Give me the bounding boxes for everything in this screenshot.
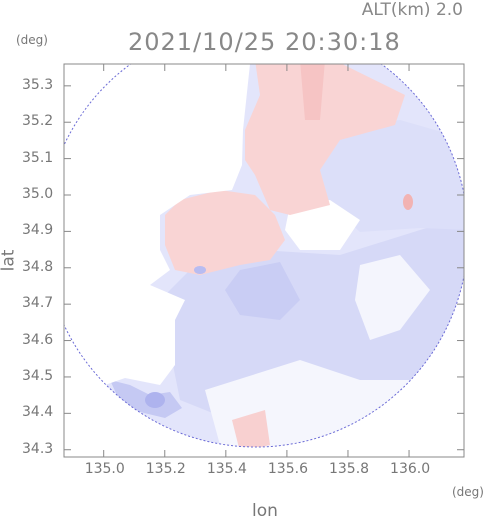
- y-tick-label: 34.7: [22, 295, 54, 312]
- x-axis-title: lon: [252, 501, 278, 521]
- y-axis-title: lat: [0, 249, 19, 272]
- y-tick-label: 34.6: [22, 331, 54, 348]
- altitude-label: ALT(km) 2.0: [361, 0, 463, 20]
- y-tick-label: 34.8: [22, 258, 54, 275]
- no-data-mask-southwest: [64, 385, 175, 457]
- y-tick-label: 34.5: [22, 367, 54, 384]
- velocity-field-positive-west: [165, 190, 285, 275]
- velocity-spot-positive: [403, 194, 413, 210]
- radar-range-ring: [64, 64, 464, 448]
- velocity-streak-positive: [300, 64, 325, 120]
- no-echo-region-east: [355, 255, 430, 340]
- timestamp-title: 2021/10/25 20:30:18: [128, 28, 401, 56]
- velocity-patch-positive-south: [232, 410, 270, 447]
- x-tick-label: 135.6: [267, 461, 308, 477]
- y-tick-label: 34.4: [22, 404, 54, 421]
- plot-frame: [63, 63, 465, 458]
- x-tick-label: 135.0: [84, 461, 125, 477]
- x-tick-label: 135.2: [145, 461, 186, 477]
- x-tick-label: 136.0: [390, 461, 431, 477]
- velocity-field-negative-ne: [320, 120, 464, 232]
- no-echo-region: [285, 200, 360, 250]
- lon-unit-label: (deg): [452, 485, 484, 499]
- lat-unit-label: (deg): [16, 33, 48, 47]
- y-tick-label: 35.1: [22, 149, 54, 166]
- no-data-mask-west: [64, 64, 250, 385]
- velocity-field-positive: [245, 64, 405, 215]
- velocity-core-negative: [225, 262, 300, 320]
- y-tick-label: 35.2: [22, 113, 54, 130]
- y-tick-label: 34.9: [22, 222, 54, 239]
- axis-ticks: [64, 64, 464, 457]
- y-tick-label: 35.0: [22, 186, 54, 202]
- radar-scan-area: [64, 64, 464, 447]
- x-tick-label: 135.4: [206, 461, 247, 477]
- velocity-spot-negative-west: [194, 266, 206, 274]
- x-tick-label: 135.8: [328, 461, 370, 477]
- y-tick-label: 35.3: [22, 76, 54, 93]
- velocity-spot-negative-strong: [145, 392, 165, 408]
- y-tick-label: 34.3: [22, 440, 54, 457]
